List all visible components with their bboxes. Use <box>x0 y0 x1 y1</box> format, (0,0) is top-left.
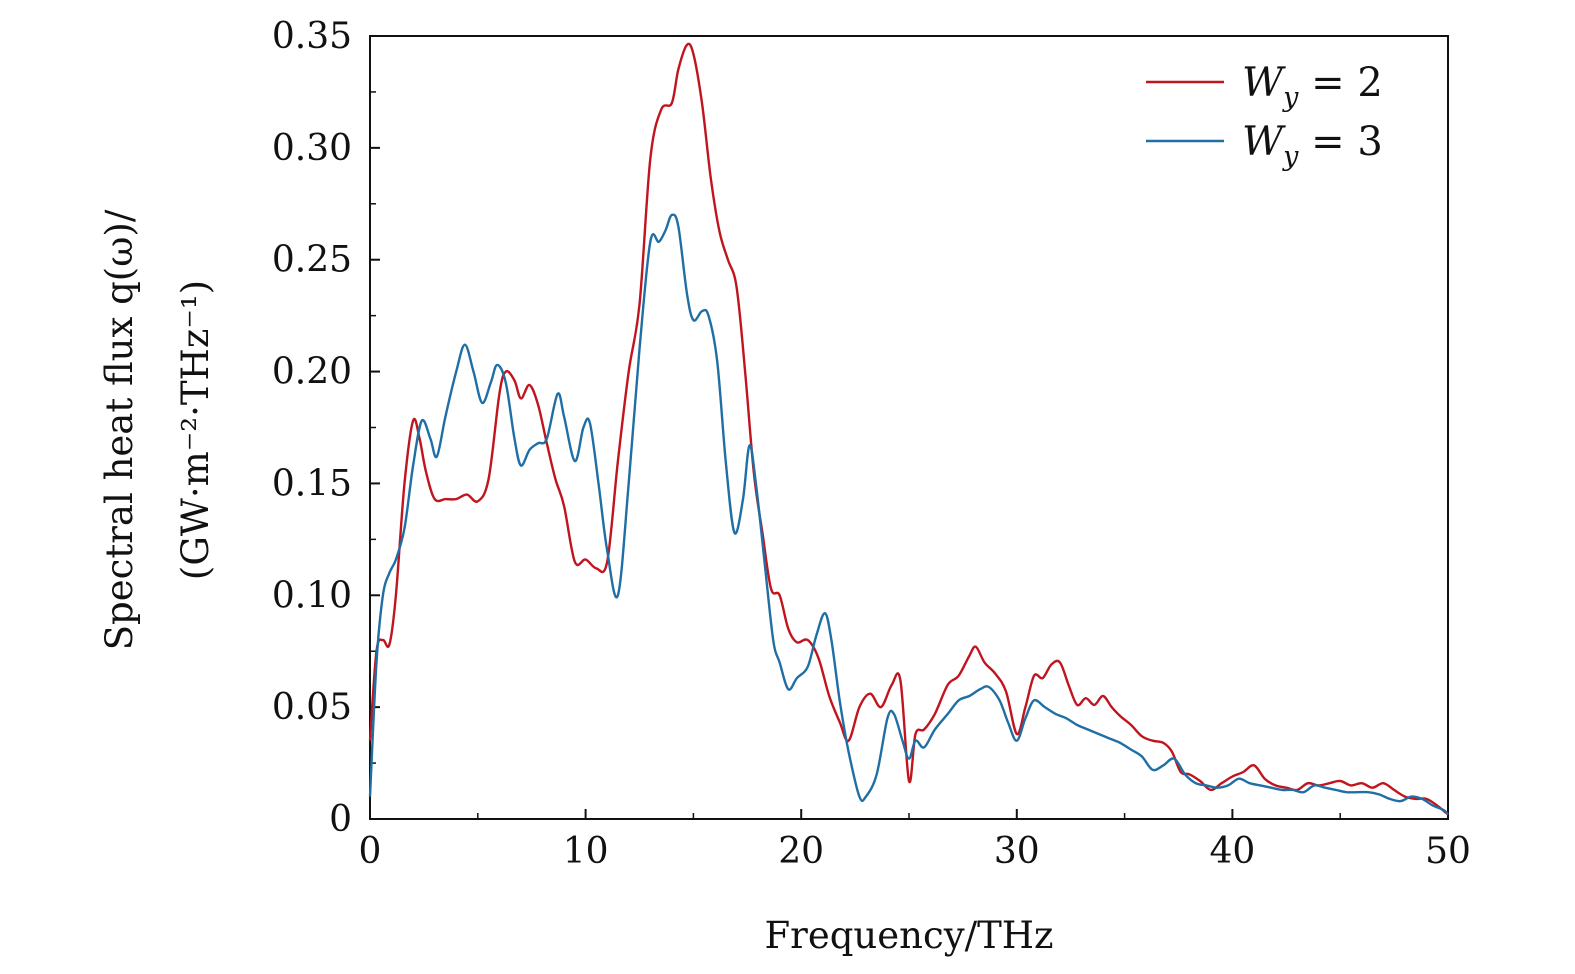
x-tick-label: 0 <box>359 831 382 872</box>
y-tick-label: 0.15 <box>272 463 352 504</box>
legend-label-wy3: Wy = 3 <box>1242 119 1383 172</box>
legend-label-wy2: Wy = 2 <box>1242 60 1383 113</box>
series-line-wy3 <box>368 213 1449 816</box>
legend: Wy = 2 Wy = 3 <box>1146 60 1383 172</box>
series-line-wy2 <box>368 42 1449 816</box>
y-tick-label: 0.25 <box>272 240 352 281</box>
x-axis: 0 10 20 30 40 50 <box>359 809 1471 872</box>
y-axis-title-line2: (GW·m⁻²·THz⁻¹) <box>174 280 217 580</box>
series-lines <box>368 42 1449 816</box>
x-axis-title: Frequency/THz <box>764 914 1053 957</box>
y-tick-label: 0.20 <box>272 352 352 393</box>
x-tick-label: 40 <box>1209 831 1255 872</box>
y-axis: 0 0.05 0.10 0.15 0.20 0.25 0.30 0.35 <box>272 16 380 840</box>
y-tick-label: 0.30 <box>272 128 352 169</box>
y-tick-label: 0 <box>329 799 352 840</box>
x-tick-label: 10 <box>563 831 609 872</box>
x-tick-label: 50 <box>1425 831 1471 872</box>
y-tick-label: 0.10 <box>272 575 352 616</box>
x-tick-label: 20 <box>778 831 824 872</box>
y-axis-title: Spectral heat flux q(ω)/ (GW·m⁻²·THz⁻¹) <box>98 209 217 650</box>
y-tick-label: 0.35 <box>272 16 352 57</box>
y-tick-label: 0.05 <box>272 687 352 728</box>
y-axis-title-line1: Spectral heat flux q(ω)/ <box>98 209 141 650</box>
x-tick-label: 30 <box>994 831 1040 872</box>
